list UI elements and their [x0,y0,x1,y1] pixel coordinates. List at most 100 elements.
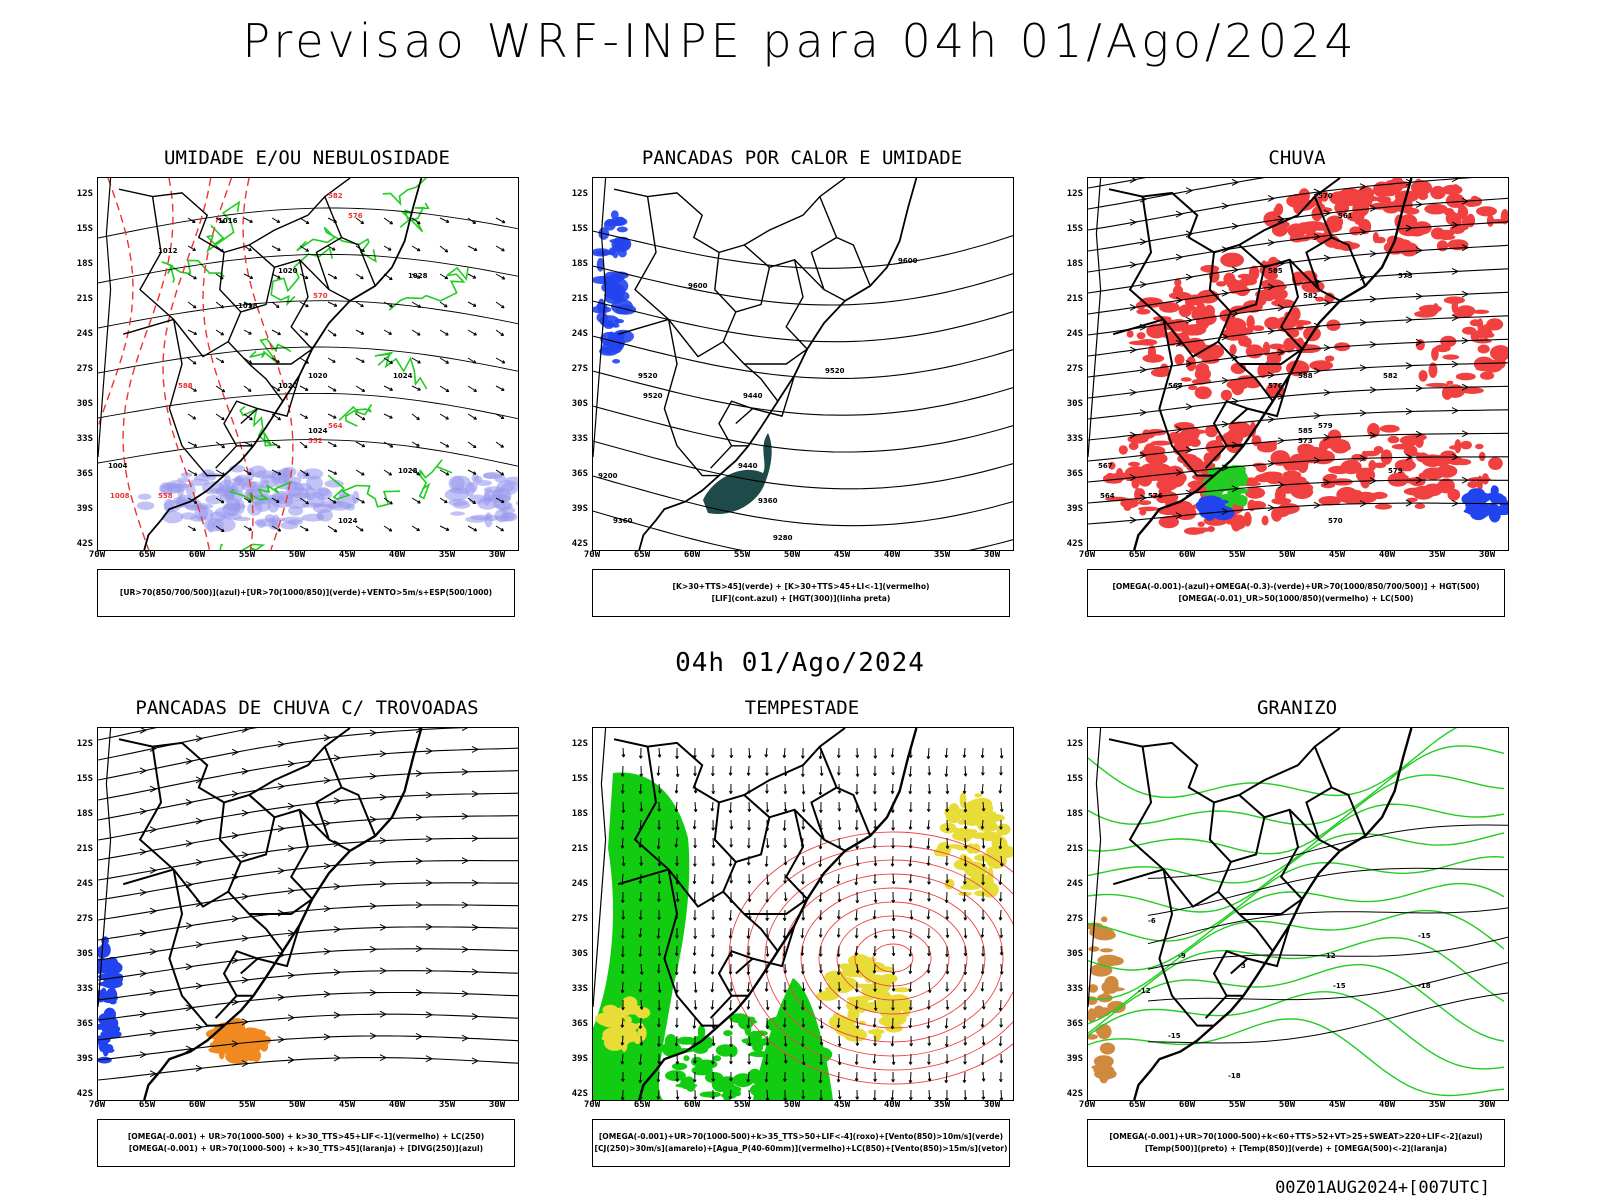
legend-tempestade: [OMEGA(-0.001)+UR>70(1000-500)+k>35_TTS>… [592,1119,1010,1167]
longitude-tick-label: 55W [733,550,751,560]
latitude-tick-label: 21S [571,294,588,304]
latitude-tick-label: 24S [76,329,93,339]
latitude-tick-label: 21S [1066,844,1083,854]
latitude-tick-label: 30S [1066,949,1083,959]
longitude-tick-label: 65W [1128,550,1146,560]
contour-label: -18 [1418,982,1431,990]
map-umidade: 1012 1016 1018 1020 1020 1024 1024 1028 1020 1028… [97,177,519,551]
latitude-tick-label: 42S [1066,1089,1083,1099]
contour-label: 1020 [308,372,328,380]
latitude-tick-label: 42S [76,539,93,549]
latitude-tick-label: 15S [76,774,93,784]
latitude-tick-label: 21S [571,844,588,854]
contour-label: 561 [1338,212,1353,220]
latitude-tick-label: 27S [571,914,588,924]
legend-line: [K>30+TTS>45](verde) + [K>30+TTS>45+LI<-… [672,582,930,591]
latitude-tick-label: 39S [1066,1054,1083,1064]
contour-label: 9360 [758,497,778,505]
contour-label: 576 [1268,382,1283,390]
longitude-tick-label: 35W [438,1100,456,1110]
latitude-tick-label: 15S [1066,224,1083,234]
longitude-tick-label: 65W [138,1100,156,1110]
longitude-tick-label: 70W [88,550,106,560]
contour-label: 579 [1388,467,1403,475]
contour-label: 576 [1148,492,1163,500]
lower-row-title: 04h 01/Ago/2024 [675,648,925,678]
contour-label: 9520 [825,367,845,375]
latitude-tick-label: 33S [571,434,588,444]
latitude-tick-label: 36S [571,1019,588,1029]
contour-label: 1008 [110,492,130,500]
contour-label: 1020 [278,382,298,390]
latitude-tick-label: 30S [1066,399,1083,409]
contour-label: 576 [348,212,363,220]
longitude-tick-label: 55W [238,1100,256,1110]
contour-label: -18 [1228,1072,1241,1080]
longitude-tick-label: 70W [88,1100,106,1110]
longitude-tick-label: 60W [683,1100,701,1110]
contour-label: 1024 [393,372,413,380]
contour-label: 570 [313,292,328,300]
longitude-tick-label: 50W [783,550,801,560]
longitude-tick-label: 45W [1328,1100,1346,1110]
panel-title-granizo: GRANIZO [1256,697,1338,719]
longitude-tick-label: 40W [1378,550,1396,560]
longitude-tick-label: 55W [1228,550,1246,560]
longitude-tick-label: 50W [1278,1100,1296,1110]
longitude-tick-label: 70W [1078,1100,1096,1110]
contour-label: 1018 [238,302,258,310]
latitude-tick-label: 33S [1066,434,1083,444]
latitude-tick-label: 15S [76,224,93,234]
legend-line: [UR>70(850/700/500)](azul)+[UR>70(1000/8… [119,588,493,597]
latitude-tick-label: 18S [571,809,588,819]
longitude-tick-label: 60W [188,550,206,560]
latitude-tick-label: 36S [571,469,588,479]
contour-label: 558 [158,492,173,500]
panel-title-pancadas-calor: PANCADAS POR CALOR E UMIDADE [641,147,963,169]
latitude-tick-label: 30S [76,949,93,959]
latitude-tick-label: 24S [571,879,588,889]
longitude-tick-label: 30W [983,550,1001,560]
map-tempestade [592,727,1014,1101]
legend-line: [OMEGA(-0.001)-(azul)+OMEGA(-0.3)-(verde… [1112,582,1480,591]
latitude-tick-label: 39S [76,504,93,514]
legend-line: [OMEGA(-0.001)+UR>70(1000-500)+k<60+TTS>… [1109,1132,1483,1141]
longitude-tick-label: 35W [1428,1100,1446,1110]
longitude-tick-label: 50W [288,550,306,560]
longitude-tick-label: 45W [1328,550,1346,560]
latitude-tick-label: 12S [1066,739,1083,749]
map-chuva: 585 588 585 582 579 576 573 570 567 564 561 582 579 5… [1087,177,1509,551]
latitude-tick-label: 42S [571,1089,588,1099]
longitude-tick-label: 70W [1078,550,1096,560]
contour-label: 582 [328,192,343,200]
contour-label: 1028 [398,467,418,475]
contour-label: 573 [1398,272,1413,280]
latitude-tick-label: 42S [76,1089,93,1099]
latitude-tick-label: 27S [1066,914,1083,924]
longitude-tick-label: 35W [933,1100,951,1110]
longitude-tick-label: 65W [1128,1100,1146,1110]
contour-label: 9440 [738,462,758,470]
legend-line: [OMEGA(-0.001) + UR>70(1000-500) + k>30_… [128,1144,484,1153]
latitude-tick-label: 12S [76,739,93,749]
latitude-tick-label: 15S [571,774,588,784]
contour-label: 9360 [613,517,633,525]
contour-label: 1024 [308,427,328,435]
longitude-tick-label: 30W [488,550,506,560]
contour-label: -9 [1178,952,1186,960]
latitude-tick-label: 24S [1066,879,1083,889]
longitude-tick-label: 30W [983,1100,1001,1110]
contour-label: -15 [1168,1032,1181,1040]
longitude-tick-label: 40W [1378,1100,1396,1110]
contour-label: 1024 [338,517,358,525]
contour-label: 9600 [688,282,708,290]
longitude-tick-label: 45W [338,550,356,560]
latitude-tick-label: 33S [76,434,93,444]
latitude-tick-label: 24S [571,329,588,339]
main-title: Previsao WRF-INPE para 04h 01/Ago/2024 [242,14,1358,68]
contour-label: 1004 [108,462,128,470]
latitude-tick-label: 30S [76,399,93,409]
longitude-tick-label: 60W [683,550,701,560]
map-granizo: -15 -12 -15 -18 -18 -15 -12 -9 -6 -3 [1087,727,1509,1101]
longitude-tick-label: 30W [488,1100,506,1110]
